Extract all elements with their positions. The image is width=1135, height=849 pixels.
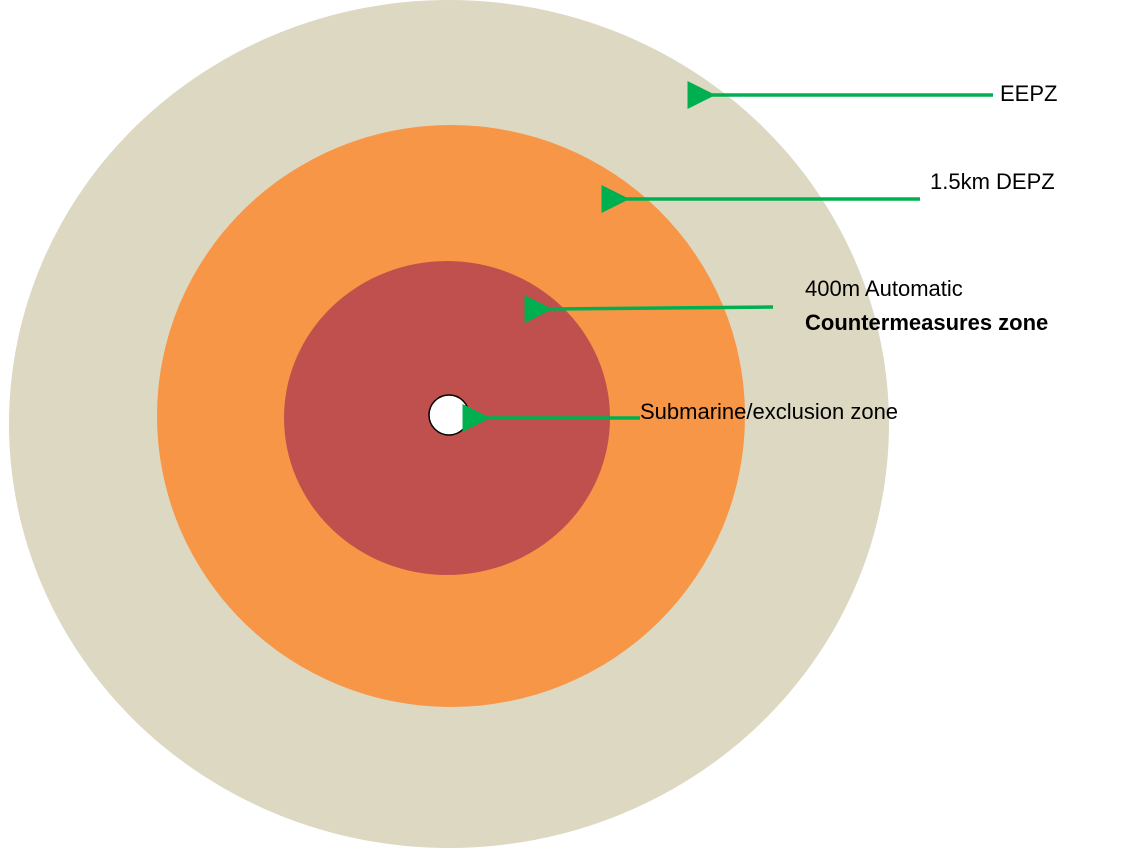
zone-label: 400m Automatic <box>805 276 963 301</box>
arrow <box>524 295 774 324</box>
zone-label: EEPZ <box>1000 81 1057 106</box>
zone-label: 1.5km DEPZ <box>930 169 1055 194</box>
zone-label: Submarine/exclusion zone <box>640 399 898 424</box>
zone-label-bold: Countermeasures zone <box>805 310 1048 335</box>
submarine-zone <box>428 394 470 436</box>
